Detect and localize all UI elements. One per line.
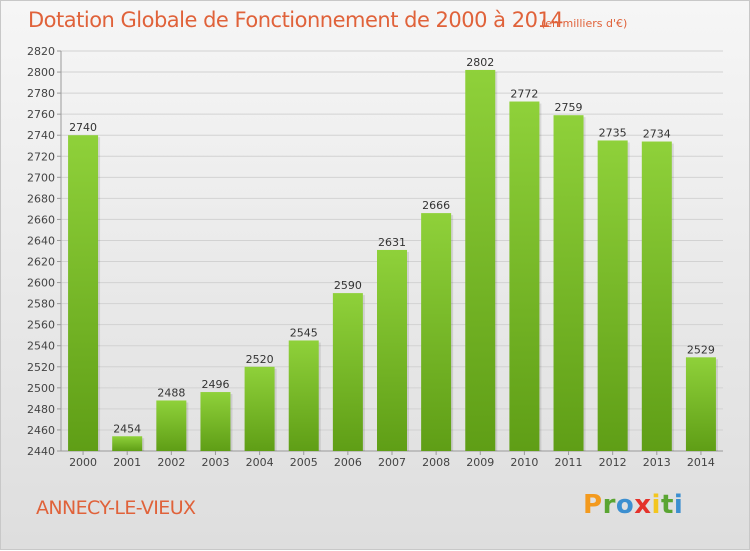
x-tick-label: 2005 (290, 456, 318, 469)
data-label: 2735 (599, 126, 627, 139)
logo-letter: r (602, 490, 616, 520)
x-tick-label: 2004 (246, 456, 274, 469)
y-tick-label: 2440 (27, 445, 55, 458)
y-tick-label: 2580 (27, 298, 55, 311)
y-tick-label: 2540 (27, 340, 55, 353)
y-tick-label: 2660 (27, 213, 55, 226)
x-tick-label: 2008 (422, 456, 450, 469)
y-tick-label: 2640 (27, 234, 55, 247)
x-tick-label: 2006 (334, 456, 362, 469)
bar (288, 340, 319, 451)
x-tick-label: 2014 (687, 456, 715, 469)
x-tick-label: 2003 (201, 456, 229, 469)
commune-name: ANNECY-LE-VIEUX (36, 497, 196, 519)
x-tick-label: 2013 (643, 456, 671, 469)
y-tick-label: 2680 (27, 192, 55, 205)
x-tick-label: 2010 (510, 456, 538, 469)
bar (685, 357, 716, 451)
bar (200, 392, 231, 451)
chart-subtitle: (en milliers d'€) (541, 17, 628, 30)
y-tick-label: 2740 (27, 129, 55, 142)
logo-letter: o (615, 490, 635, 520)
y-tick-label: 2480 (27, 403, 55, 416)
data-label: 2590 (334, 279, 362, 292)
y-tick-label: 2820 (27, 45, 55, 58)
y-tick-label: 2560 (27, 319, 55, 332)
y-tick-label: 2800 (27, 66, 55, 79)
proxiti-logo: Proxiti (583, 490, 683, 520)
x-tick-label: 2012 (599, 456, 627, 469)
logo-letter: P (583, 490, 603, 520)
bar (553, 115, 584, 452)
data-label: 2734 (643, 128, 671, 141)
data-label: 2488 (157, 386, 185, 399)
data-label: 2545 (290, 326, 318, 339)
data-label: 2802 (466, 56, 494, 69)
data-label: 2520 (246, 353, 274, 366)
data-label: 2496 (201, 378, 229, 391)
y-tick-label: 2720 (27, 150, 55, 163)
bar (68, 135, 99, 452)
x-tick-label: 2011 (555, 456, 583, 469)
logo-letter: t (660, 490, 674, 520)
y-tick-label: 2620 (27, 256, 55, 269)
x-tick-label: 2002 (157, 456, 185, 469)
logo-letter: i (651, 490, 661, 520)
y-tick-label: 2500 (27, 382, 55, 395)
data-label: 2759 (555, 101, 583, 114)
bar (112, 436, 143, 451)
data-label: 2772 (510, 88, 538, 101)
bar (244, 366, 275, 451)
bar (465, 69, 496, 452)
y-tick-label: 2520 (27, 361, 55, 374)
y-tick-label: 2460 (27, 424, 55, 437)
x-tick-label: 2000 (69, 456, 97, 469)
data-label: 2529 (687, 343, 715, 356)
bar (641, 141, 672, 452)
bar (156, 400, 187, 451)
bar (509, 101, 540, 452)
logo-letter: x (634, 490, 652, 520)
x-tick-label: 2009 (466, 456, 494, 469)
bar (332, 293, 363, 451)
bar (597, 140, 628, 451)
data-label: 2631 (378, 236, 406, 249)
y-tick-label: 2600 (27, 277, 55, 290)
x-tick-label: 2001 (113, 456, 141, 469)
bar (421, 213, 452, 451)
y-tick-label: 2700 (27, 171, 55, 184)
chart-title: Dotation Globale de Fonctionnement de 20… (28, 8, 564, 32)
y-tick-label: 2760 (27, 108, 55, 121)
bar (377, 249, 407, 451)
x-tick-label: 2007 (378, 456, 406, 469)
data-label: 2454 (113, 422, 141, 435)
logo-letter: i (673, 490, 684, 520)
data-label: 2740 (69, 121, 97, 134)
data-label: 2666 (422, 199, 450, 212)
y-tick-label: 2780 (27, 87, 55, 100)
